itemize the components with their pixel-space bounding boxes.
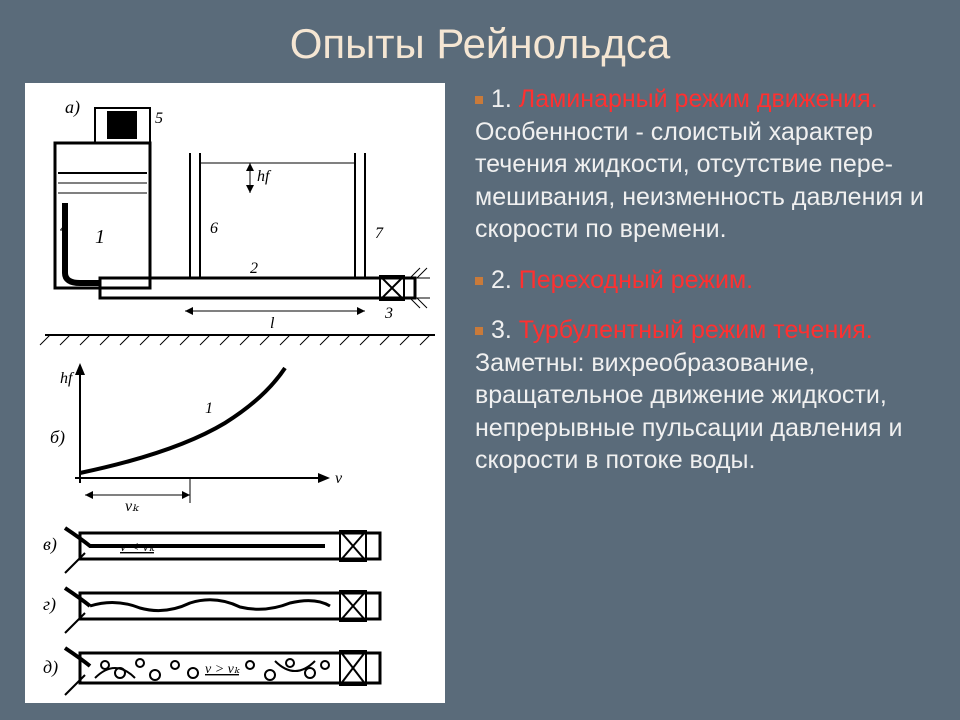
label-yaxis: hf (60, 370, 75, 387)
label-xaxis: v (335, 470, 343, 487)
label-2: 2 (250, 260, 258, 277)
label-7: 7 (375, 225, 384, 242)
page-title: Опыты Рейнольдса (0, 0, 960, 83)
label-3: 3 (384, 305, 393, 322)
point-3: 3. Турбулентный режим течения. Заметны: … (475, 314, 935, 477)
label-1: 1 (95, 226, 105, 248)
label-flow3: v > vₖ (205, 662, 241, 677)
bullet-icon (475, 96, 483, 104)
diagram-panel: а) 4 1 5 2 (25, 83, 445, 703)
label-a: а) (65, 97, 80, 118)
label-hf: hf (257, 168, 272, 185)
label-curve1: 1 (205, 400, 213, 417)
label-b: б) (50, 427, 65, 448)
label-v: в) (43, 534, 57, 555)
label-d: д) (43, 657, 58, 678)
label-4: 4 (60, 220, 68, 237)
label-5: 5 (155, 110, 163, 127)
point-1: 1. Ламинарный режим движения. Особенност… (475, 83, 935, 246)
label-6: 6 (210, 220, 218, 237)
label-g: г) (43, 594, 56, 615)
bullet-icon (475, 277, 483, 285)
label-flow1: v < vₖ (120, 540, 156, 555)
text-panel: 1. Ламинарный режим движения. Особенност… (445, 83, 935, 703)
point-2: 2. Переходный режим. (475, 264, 935, 297)
label-vk: vₖ (125, 498, 140, 515)
bullet-icon (475, 327, 483, 335)
label-l: l (270, 315, 275, 332)
